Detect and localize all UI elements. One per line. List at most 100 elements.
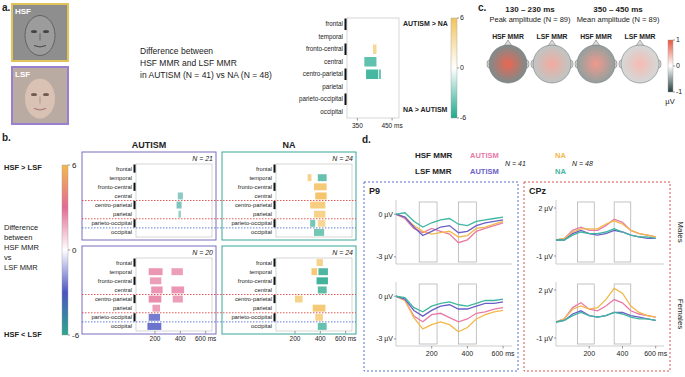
face <box>25 16 55 56</box>
region-label: frontal <box>256 166 272 172</box>
cluster <box>149 296 162 303</box>
topomap <box>489 45 527 83</box>
colorbar <box>451 18 457 118</box>
erp-line <box>396 296 503 316</box>
tick <box>554 290 556 291</box>
tick <box>345 331 346 334</box>
region-label: temporal <box>249 175 272 181</box>
image-frame <box>12 4 68 61</box>
clusters <box>364 45 381 80</box>
erp-line <box>396 296 503 332</box>
eye <box>43 30 49 33</box>
cluster <box>149 314 160 321</box>
tick-label: 400 <box>315 335 326 342</box>
clusters <box>308 174 327 236</box>
region-label: centro-parietal <box>95 202 132 208</box>
erp-line <box>396 296 503 322</box>
region-label: temporal <box>109 269 132 275</box>
cluster <box>171 268 182 275</box>
cluster <box>310 202 325 209</box>
region-label: parieto-occipital <box>231 314 272 320</box>
annotation: NA > AUTISM <box>403 106 448 113</box>
tick <box>394 256 396 257</box>
colorbar-tick <box>68 165 70 166</box>
region-label: central <box>115 193 132 199</box>
cluster <box>318 323 327 330</box>
legend-entry: AUTISM <box>470 151 499 160</box>
legend-entry: AUTISM <box>470 167 499 176</box>
cluster <box>315 192 326 199</box>
cluster <box>313 305 326 312</box>
region-highlight <box>82 227 356 228</box>
region-label: frontal <box>116 260 132 266</box>
colorbar-title: HSF MMR <box>4 243 40 252</box>
cluster <box>318 286 327 293</box>
region-bar <box>134 259 136 267</box>
colorbar-label: 6 <box>460 14 464 21</box>
region-bar <box>134 183 136 191</box>
region-label: central <box>115 287 132 293</box>
erp-line <box>556 229 656 240</box>
colorbar-label: -1 <box>676 88 682 95</box>
nose <box>40 34 41 41</box>
tick <box>554 256 556 257</box>
tick-label: 2 µV <box>538 287 553 295</box>
x-axis <box>396 264 512 265</box>
region-label: centro-parietal <box>235 202 272 208</box>
tick-label: 400 <box>617 350 629 357</box>
panel-label: b. <box>2 132 11 143</box>
region-label: temporal <box>249 269 272 275</box>
cluster <box>318 220 326 227</box>
colorbar-label: 0 <box>676 62 680 69</box>
region-label: parieto-occipital <box>299 95 343 103</box>
region-label: occipital <box>111 229 132 235</box>
region-bar <box>274 277 276 285</box>
map-frame <box>347 18 399 118</box>
legend-n: N = 41 <box>505 160 526 167</box>
map-box <box>82 246 216 334</box>
tick <box>431 346 432 349</box>
title: in AUTISM (N = 41) vs NA (N = 48) <box>140 70 272 80</box>
region-label: temporal <box>109 175 132 181</box>
electrode-title: CPz <box>529 186 547 196</box>
colorbar-label: 0 <box>460 64 464 71</box>
tick <box>394 214 396 215</box>
region-label: occipital <box>320 108 343 116</box>
erp-line <box>556 219 656 240</box>
electrode-box <box>364 182 518 371</box>
tick <box>155 331 156 334</box>
map-label: LSF MMR <box>537 33 568 40</box>
region-label: parieto-occipital <box>91 314 132 320</box>
colorbar-tick <box>68 335 70 336</box>
panel-label: d. <box>362 134 371 145</box>
tick <box>467 346 468 349</box>
y-axis <box>556 200 557 264</box>
tick-label: 400 <box>175 335 186 342</box>
stimulus-image: HSF <box>12 4 68 61</box>
tick-label: 200 <box>150 335 161 342</box>
erp-line <box>556 288 656 322</box>
colorbar-title: LSF MMR <box>4 263 38 272</box>
n-label: N = 20 <box>192 249 213 256</box>
cluster <box>373 45 376 55</box>
lines <box>556 288 656 322</box>
region-highlight <box>82 200 356 201</box>
region-label: centro-parietal <box>303 70 343 78</box>
cluster <box>147 323 161 330</box>
tick-label: 600 ms <box>195 335 217 342</box>
region-label: frontal <box>325 20 343 27</box>
cluster <box>178 192 183 199</box>
tick-label: 350 <box>352 122 363 129</box>
cluster <box>310 220 315 227</box>
cluster <box>364 57 376 67</box>
tick-label: -1 µV <box>536 253 553 261</box>
tick-label: 200 <box>583 350 595 357</box>
tick-label: -3 µV <box>376 335 393 343</box>
region-bar <box>345 44 347 56</box>
colorbar-title: Difference <box>4 223 38 232</box>
region-label: fronto-central <box>306 45 343 52</box>
region-highlight <box>82 312 356 313</box>
tick <box>655 346 656 349</box>
cluster <box>314 211 325 218</box>
region-label: frontal <box>116 166 132 172</box>
